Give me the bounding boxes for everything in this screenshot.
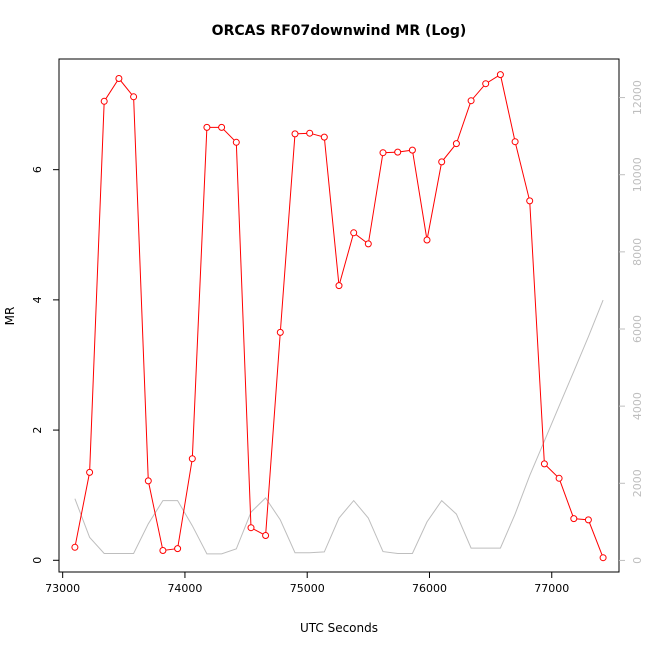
mr-data-point	[394, 148, 402, 156]
mr-data-point	[526, 197, 534, 205]
mr-data-point	[467, 97, 475, 105]
chart-title: ORCAS RF07downwind MR (Log)	[212, 23, 467, 39]
mr-data-point	[306, 129, 314, 137]
series-layer	[71, 71, 607, 562]
x-axis-label: UTC Seconds	[300, 621, 378, 635]
y2-tick-label: 2000	[631, 469, 644, 497]
y-axis-right: 0 2000 4000 6000 8000 10000 12000	[619, 80, 644, 564]
mr-data-point	[540, 460, 548, 468]
mr-data-point	[188, 455, 196, 463]
y-axis-left: 0 2 4 6	[31, 166, 59, 564]
mr-data-point	[86, 468, 94, 476]
y2-tick-label: 6000	[631, 315, 644, 343]
y2-tick-label: 4000	[631, 392, 644, 420]
mr-data-point	[511, 138, 519, 146]
x-tick-label: 77000	[534, 582, 569, 595]
x-tick-label: 76000	[412, 582, 447, 595]
x-tick-label: 75000	[290, 582, 325, 595]
mr-data-point	[159, 547, 167, 554]
mr-data-point	[452, 140, 460, 148]
mr-data-point	[438, 158, 446, 166]
y-tick-label: 4	[31, 296, 44, 303]
mr-data-point	[408, 146, 416, 154]
mr-data-point	[100, 97, 108, 105]
x-tick-label: 73000	[45, 582, 80, 595]
x-axis: 73000 74000 75000 76000 77000	[45, 572, 569, 595]
mr-data-point	[335, 282, 343, 290]
mr-data-point	[276, 328, 284, 336]
mr-data-point	[71, 543, 79, 551]
mr-data-point	[115, 75, 123, 82]
mr-data-point	[423, 236, 431, 244]
y-axis-label: MR	[3, 307, 17, 326]
y-tick-label: 6	[31, 166, 44, 173]
mr-series-line	[74, 73, 604, 558]
mr-data-point	[320, 133, 328, 141]
y-tick-label: 2	[31, 427, 44, 434]
mr-data-point	[218, 123, 226, 131]
mr-data-point	[203, 123, 211, 131]
secondary-series-line	[74, 299, 604, 555]
mr-data-point	[496, 71, 504, 79]
mr-data-point	[262, 532, 270, 539]
mr-data-point	[232, 138, 240, 146]
y2-tick-label: 10000	[631, 157, 644, 192]
mr-data-point	[364, 240, 372, 248]
mr-data-point	[247, 524, 255, 532]
mr-data-point	[291, 130, 299, 138]
mr-data-point	[130, 93, 138, 101]
mr-data-point	[584, 516, 592, 524]
mr-data-point	[350, 229, 358, 237]
mr-data-point	[482, 80, 490, 88]
y2-tick-label: 12000	[631, 80, 644, 115]
mr-data-point	[174, 545, 182, 553]
y2-tick-label: 0	[631, 557, 644, 564]
mr-data-point	[570, 515, 578, 523]
plot-frame	[58, 58, 620, 573]
mr-data-point	[379, 149, 387, 157]
mr-data-point	[144, 477, 152, 485]
mr-data-point	[599, 554, 607, 562]
y-tick-label: 0	[31, 557, 44, 564]
mr-data-point	[555, 474, 563, 482]
x-tick-label: 74000	[167, 582, 202, 595]
y2-tick-label: 8000	[631, 238, 644, 266]
